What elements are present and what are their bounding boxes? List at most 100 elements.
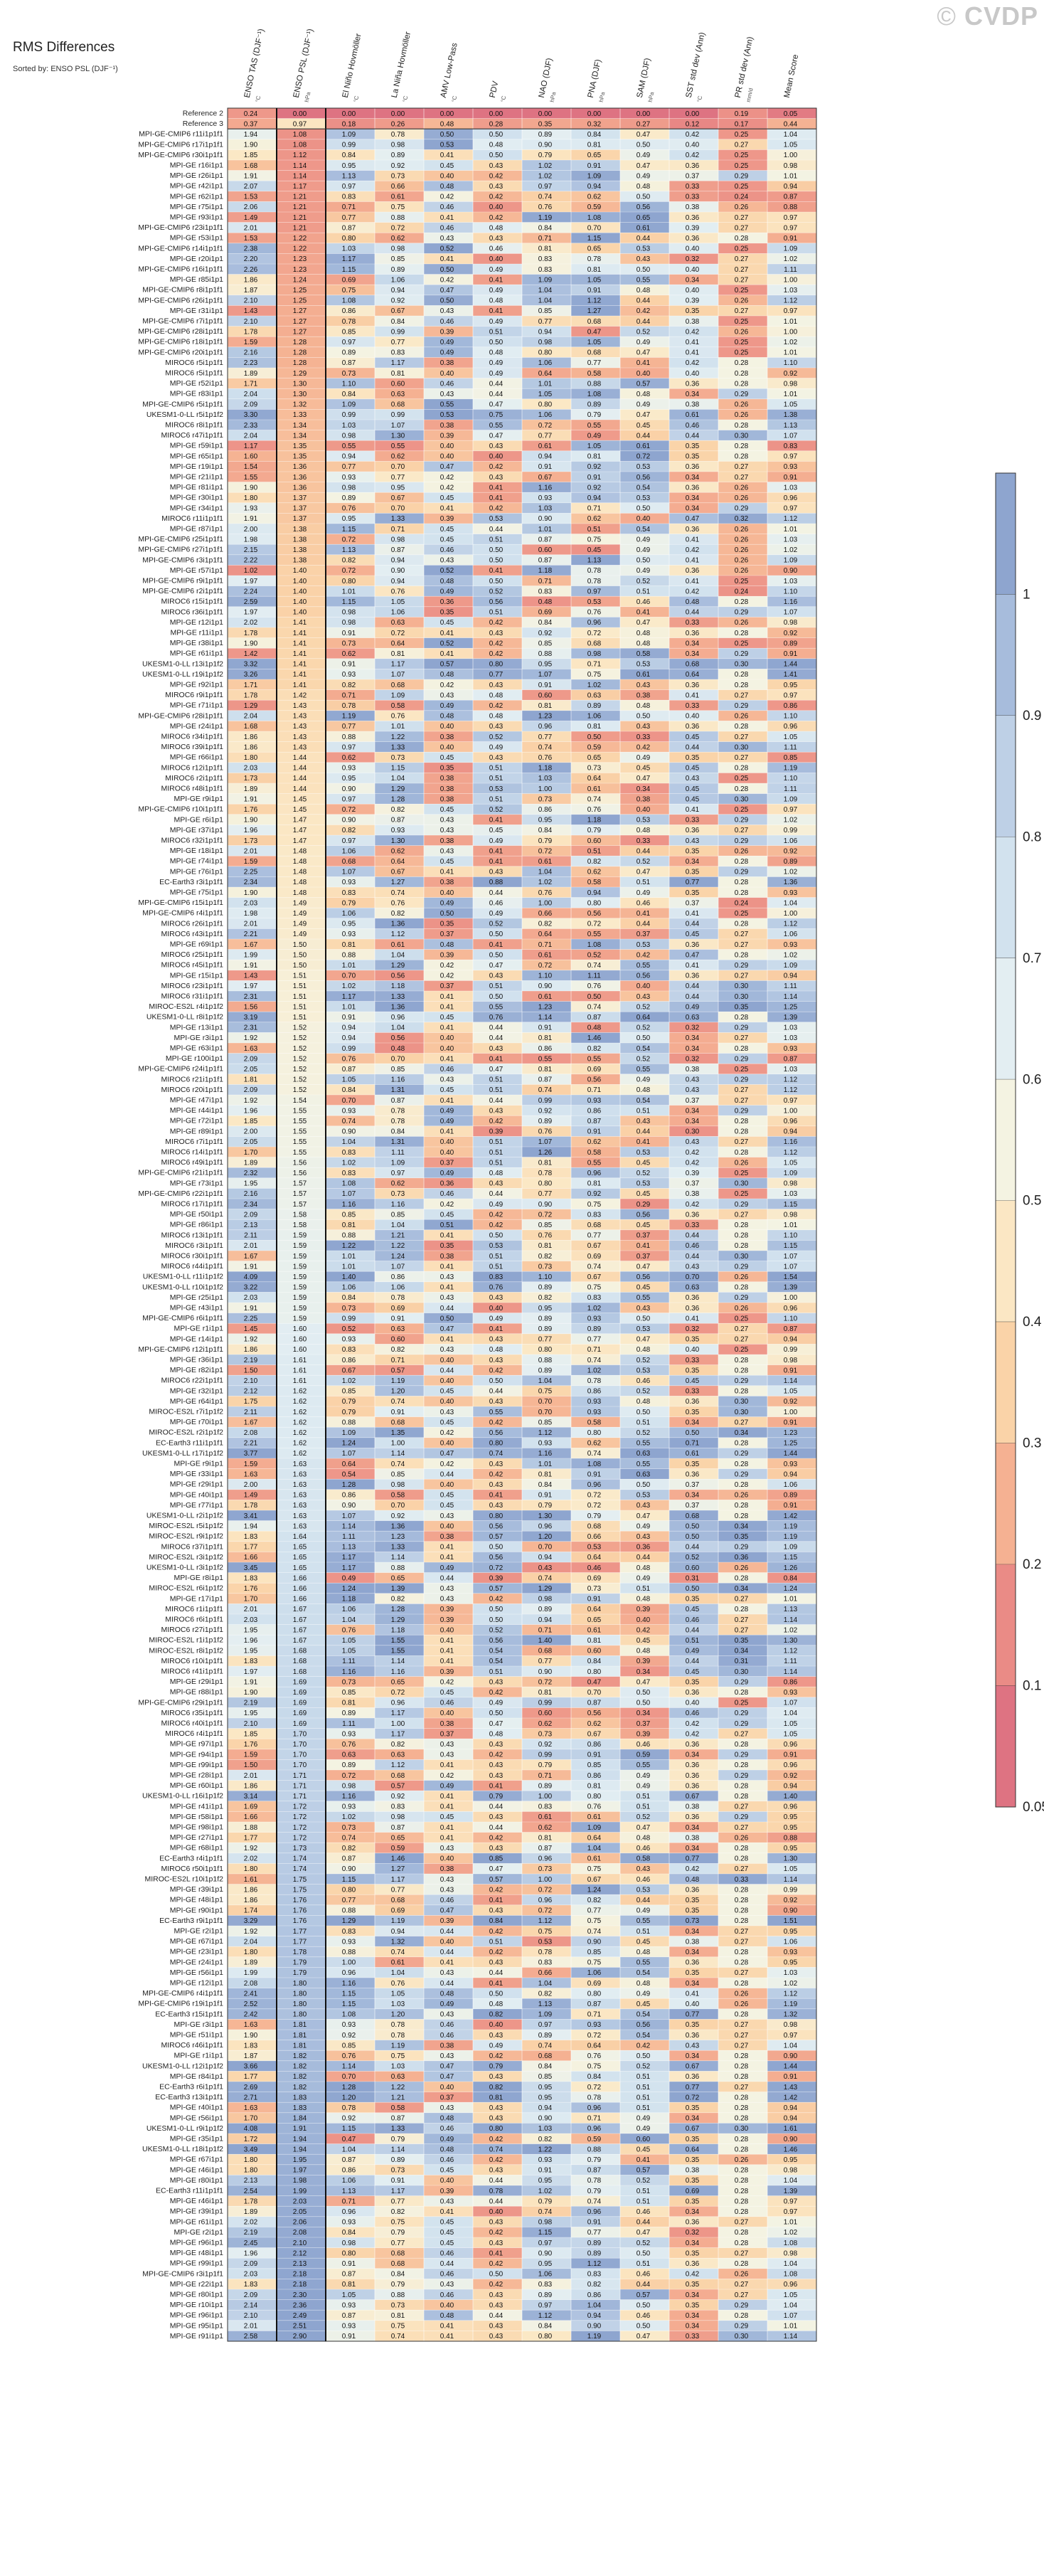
cell-value: 0.80 xyxy=(538,349,553,357)
cell-value: 0.46 xyxy=(636,1741,651,1749)
heatmap-cell xyxy=(424,285,473,295)
cell-value: 1.19 xyxy=(538,214,553,222)
cell-value: 1.47 xyxy=(293,837,307,845)
cell-value: 1.00 xyxy=(391,1720,405,1728)
cell-value: 1.97 xyxy=(244,578,258,585)
cell-value: 1.47 xyxy=(293,827,307,834)
cell-value: 0.51 xyxy=(636,1107,651,1115)
cell-value: 0.99 xyxy=(391,328,405,336)
cell-value: 0.43 xyxy=(489,1481,504,1489)
cell-value: 0.36 xyxy=(686,463,700,471)
cell-value: 3.66 xyxy=(244,2063,258,2071)
cell-value: 1.76 xyxy=(293,1917,307,1925)
cell-value: 0.90 xyxy=(538,1201,553,1209)
heatmap-cell xyxy=(620,149,669,160)
heatmap-cell xyxy=(473,222,522,233)
cell-value: 0.81 xyxy=(342,1700,356,1707)
cell-value: 1.86 xyxy=(244,1897,258,1904)
cell-value: 0.37 xyxy=(440,931,454,938)
cell-value: 0.85 xyxy=(391,1470,405,1478)
cell-value: 2.07 xyxy=(244,183,258,191)
cell-value: 0.85 xyxy=(587,1761,602,1769)
cell-value: 1.10 xyxy=(784,713,798,721)
column-unit: °C xyxy=(402,95,410,103)
cell-value: 2.01 xyxy=(244,847,258,855)
cell-value: 0.52 xyxy=(489,733,504,741)
row-label: MPI-GE-CMIP6 r19i1p1f1 xyxy=(138,2000,223,2008)
cell-value: 0.34 xyxy=(686,1928,700,1936)
cell-value: 1.05 xyxy=(587,276,602,284)
cell-value: 0.90 xyxy=(784,1907,798,1915)
cell-value: 1.83 xyxy=(244,2042,258,2050)
cell-value: 0.38 xyxy=(440,422,454,430)
cell-value: 0.27 xyxy=(735,1138,749,1146)
cell-value: 1.09 xyxy=(784,1544,798,1552)
heatmap-cell xyxy=(228,253,277,264)
cell-value: 1.59 xyxy=(244,1461,258,1468)
cell-value: 0.49 xyxy=(342,1574,356,1582)
cell-value: 1.23 xyxy=(293,255,307,263)
cell-value: 1.96 xyxy=(244,1637,258,1645)
cell-value: 0.39 xyxy=(440,1616,454,1624)
cell-value: 1.27 xyxy=(293,307,307,315)
cell-value: 0.51 xyxy=(489,1086,504,1094)
cell-value: 0.70 xyxy=(391,1502,405,1510)
cell-value: 0.67 xyxy=(538,474,553,482)
cell-value: 0.30 xyxy=(735,1253,749,1261)
heatmap-cell xyxy=(424,243,473,254)
cell-value: 1.97 xyxy=(244,609,258,617)
cell-value: 0.53 xyxy=(538,1938,553,1946)
cell-value: 1.95 xyxy=(244,1626,258,1634)
heatmap-cell xyxy=(522,139,571,150)
cell-value: 0.50 xyxy=(489,152,504,159)
cell-value: 0.95 xyxy=(784,1813,798,1821)
cell-value: 0.92 xyxy=(587,463,602,471)
cell-value: 0.99 xyxy=(538,1097,553,1105)
cell-value: 0.92 xyxy=(784,1897,798,1904)
column-unit: hPa xyxy=(647,91,656,102)
cell-value: 0.47 xyxy=(636,131,651,139)
cell-value: 1.15 xyxy=(391,765,405,773)
cell-value: 0.98 xyxy=(391,536,405,544)
cell-value: 0.43 xyxy=(440,2052,454,2060)
cell-value: 1.14 xyxy=(293,162,307,170)
heatmap-cell xyxy=(522,222,571,233)
cell-value: 0.27 xyxy=(735,2032,749,2040)
row-label: MIROC6 r34i1p1f1 xyxy=(161,733,223,741)
cell-value: 0.27 xyxy=(735,1419,749,1426)
heatmap-cell xyxy=(767,212,816,223)
cell-value: 0.85 xyxy=(342,1689,356,1697)
cell-value: 0.77 xyxy=(342,214,356,222)
heatmap-cell xyxy=(473,118,522,129)
cell-value: 0.35 xyxy=(686,847,700,855)
cell-value: 0.76 xyxy=(391,899,405,907)
cell-value: 0.47 xyxy=(489,962,504,970)
heatmap-cell xyxy=(424,233,473,243)
cell-value: 0.31 xyxy=(735,1658,749,1665)
cell-value: 1.55 xyxy=(293,1149,307,1157)
row-label: MPI-GE r51i1p1 xyxy=(170,2031,223,2040)
cell-value: 0.59 xyxy=(391,1845,405,1853)
cell-value: 0.36 xyxy=(686,1761,700,1769)
row-label: MPI-GE r94i1p1 xyxy=(170,1750,223,1759)
heatmap-cell xyxy=(326,191,375,202)
cell-value: 1.06 xyxy=(342,1606,356,1613)
cell-value: 0.49 xyxy=(489,318,504,326)
row-label: MIROC6 r43i1p1f1 xyxy=(161,930,223,938)
cell-value: 1.13 xyxy=(587,557,602,565)
cell-value: 0.41 xyxy=(440,1761,454,1769)
cell-value: 0.77 xyxy=(538,432,553,440)
column-unit: °C xyxy=(500,95,508,103)
cell-value: 1.40 xyxy=(293,588,307,595)
cell-value: 0.43 xyxy=(636,993,651,1001)
cell-value: 0.52 xyxy=(636,1055,651,1063)
cell-value: 1.72 xyxy=(293,1803,307,1811)
cell-value: 1.63 xyxy=(293,1512,307,1520)
row-label: MPI-GE-CMIP6 r5i1p1f1 xyxy=(142,400,223,408)
cell-value: 0.41 xyxy=(440,1284,454,1292)
cell-value: 0.44 xyxy=(440,1949,454,1956)
cell-value: 1.01 xyxy=(342,588,356,595)
cell-value: 1.81 xyxy=(293,2021,307,2029)
heatmap-cell xyxy=(767,222,816,233)
row-label: MPI-GE-CMIP6 r30i1p1f1 xyxy=(138,151,223,159)
